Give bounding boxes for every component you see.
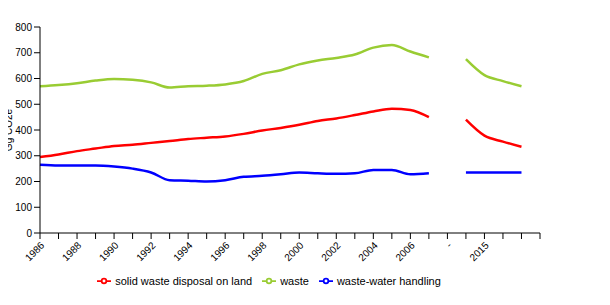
svg-text:2002: 2002	[319, 239, 343, 263]
svg-text:600: 600	[15, 73, 32, 84]
svg-text:200: 200	[15, 176, 32, 187]
svg-text:1996: 1996	[208, 239, 232, 263]
svg-text:2015: 2015	[467, 239, 491, 263]
svg-text:1986: 1986	[23, 239, 47, 263]
svg-text:2000: 2000	[282, 239, 306, 263]
svg-text:500: 500	[15, 99, 32, 110]
svg-text:800: 800	[15, 22, 32, 33]
svg-text:1988: 1988	[60, 239, 84, 263]
svg-text:2006: 2006	[393, 239, 417, 263]
svg-text:-: -	[444, 240, 454, 250]
svg-text:700: 700	[15, 47, 32, 58]
svg-text:1992: 1992	[134, 239, 158, 263]
svg-text:300: 300	[15, 150, 32, 161]
svg-text:0: 0	[26, 228, 32, 239]
svg-text:1990: 1990	[97, 239, 121, 263]
html-text:waste: waste	[280, 275, 309, 287]
html-text:waste-water handling: waste-water handling	[336, 275, 441, 287]
html-text:solid waste disposal on land: solid waste disposal on land	[115, 275, 253, 287]
svg-text:1994: 1994	[171, 239, 195, 263]
svg-text:2004: 2004	[356, 239, 380, 263]
svg-text:Gg CO2e: Gg CO2e	[8, 108, 14, 151]
svg-text:1998: 1998	[245, 239, 269, 263]
svg-text:100: 100	[15, 202, 32, 213]
svg-text:400: 400	[15, 125, 32, 136]
